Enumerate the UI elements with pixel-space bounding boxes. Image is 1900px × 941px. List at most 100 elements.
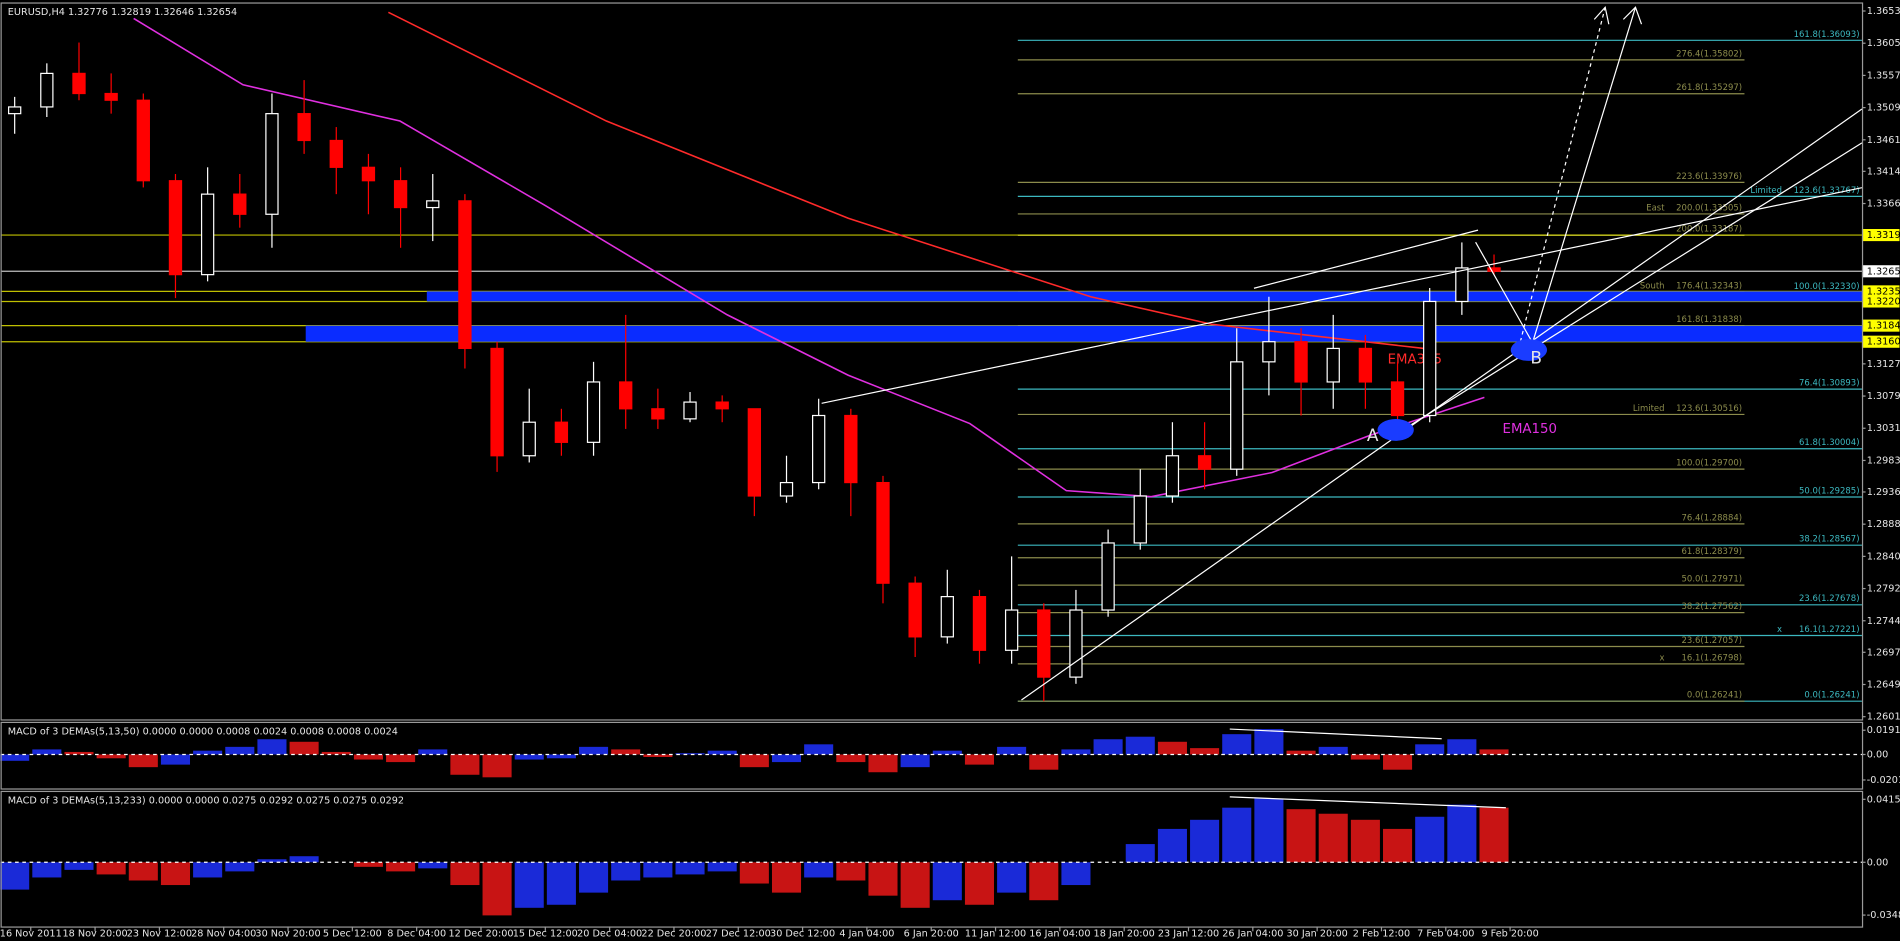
candle-body [1197,455,1212,470]
histogram-bar [160,862,191,886]
histogram-bar [1286,809,1316,863]
candle-body [200,193,215,276]
histogram-bar [386,754,416,763]
zone [305,325,1862,342]
x-tick-label: 7 Feb 04:00 [1417,929,1474,940]
y-tick-label: 1.2744 [1867,616,1900,627]
candle-body [1069,609,1083,678]
candle-body [72,72,86,95]
x-tick-label: 16 Nov 2011 [0,929,62,940]
y-tick-label: 1.3557 [1867,70,1900,81]
y-tick-label: 1.3414 [1867,166,1900,177]
candle-body [1037,609,1051,678]
histogram-bar [1447,739,1477,755]
candle-body [715,401,729,410]
histogram-bar [1029,862,1059,901]
price-tag-label: 1.3319 [1867,230,1900,241]
y-tick-label: 1.2697 [1867,647,1900,658]
histogram-bar [482,862,512,916]
histogram-bar [932,750,962,755]
candle-body [1358,347,1373,383]
fib-label: 50.0(1.29285) [1799,485,1860,495]
histogram-bar [1318,813,1348,863]
arrow-head [1593,5,1610,25]
fib-label: 61.8(1.30004) [1799,437,1860,447]
y-tick-label: 1.3461 [1867,135,1900,146]
price-tag [1861,295,1900,308]
candle-body [651,408,665,420]
histogram-bar [1318,746,1348,755]
histogram-bar [1254,798,1284,863]
fib-label: 23.6(1.27057) [1682,635,1743,645]
annotation: A [1367,425,1379,445]
y-tick-label: 1.3366 [1867,199,1900,210]
y-tick-label: 0.0191 [1867,725,1900,736]
divergence-line [1229,728,1442,740]
y-tick-label: 1.2792 [1867,584,1900,595]
histogram-bar [771,754,802,763]
histogram-bar [804,862,834,878]
histogram-bar [900,754,930,768]
histogram-bar [1190,748,1220,755]
histogram-bar [579,746,609,755]
price-tag [1861,285,1900,298]
histogram-bar [546,754,576,759]
histogram-bar [739,862,769,884]
x-tick-label: 18 Nov 20:00 [62,929,127,940]
divergence-line [1229,796,1506,809]
candle-body [297,113,311,142]
background-layer: 1.3653 1.3605 1.3557 1.3509 1.3461 1.3414 1.33… [0,6,1900,940]
histogram-bar [1415,744,1445,755]
histogram-bar [1479,807,1509,863]
candle-body [876,481,890,584]
candle-body [233,193,247,215]
x-tick-label: 4 Jan 04:00 [839,929,894,940]
histogram-bar [1254,729,1284,755]
x-tick-label: 15 Dec 12:00 [513,929,578,940]
candle-body [1455,267,1469,303]
histogram-bar [289,741,319,755]
histogram-bar [96,862,126,875]
histogram-bar [418,749,448,755]
candle-body [393,180,408,209]
point-marker [1510,339,1548,361]
fib-label: 123.6(1.30516) [1676,403,1742,413]
histogram-bar [32,862,62,878]
fib-label: 100.0(1.32330) [1794,281,1860,291]
candle-body [1165,455,1180,497]
x-tick-label: 12 Dec 20:00 [448,929,513,940]
y-tick-label: 1.2649 [1867,679,1900,690]
x-tick-label: 5 Dec 12:00 [323,929,382,940]
x-tick-label: 2 Feb 12:00 [1353,929,1410,940]
histogram-bar [418,862,448,869]
histogram-bar [1447,804,1477,863]
histogram-bar [997,746,1027,755]
candle-body [812,414,826,484]
histogram-bar [257,859,287,863]
drawings: A B [821,5,1863,809]
x-tick-label: 20 Dec 04:00 [577,929,642,940]
fib-label: 261.8(1.35297) [1676,82,1742,92]
histogram-bar [643,754,673,758]
ma-label: EMA150 [1503,422,1557,437]
fib-label: 23.6(1.27678) [1799,593,1860,603]
candle-body [1101,542,1115,611]
fib-label: 76.4(1.28884) [1682,512,1743,522]
moving-average [388,11,1425,350]
candle-body [972,596,987,651]
histogram-bar [643,862,673,878]
fib-label: 276.4(1.35802) [1676,48,1742,58]
point-marker [1377,419,1414,441]
histogram-bar [707,862,737,872]
fib-tag: East [1646,202,1665,212]
histogram-bar [160,754,191,765]
histogram-bar [96,754,126,759]
y-tick-label: 1.2983 [1867,455,1900,466]
histogram-bar [353,754,383,760]
histogram-bar [1157,828,1187,863]
candle-body [136,99,150,182]
histogram-bar [1479,749,1509,755]
candle-body [1294,341,1308,383]
trend-line [1392,142,1863,437]
